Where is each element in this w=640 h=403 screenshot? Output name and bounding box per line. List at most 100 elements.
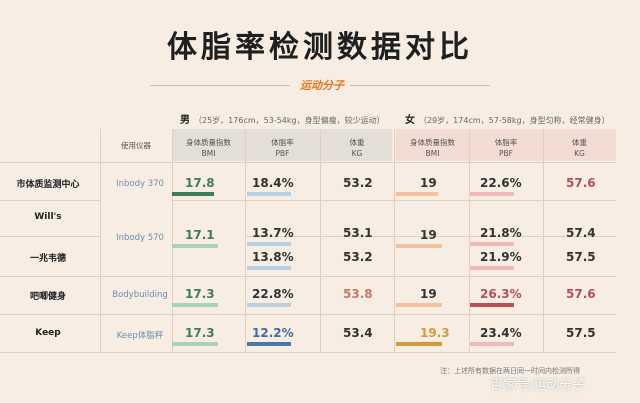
footnote: 注：上述所有数据在两日同一时间内检测所得 [440, 367, 580, 375]
header-divider [0, 162, 616, 163]
male-kg-value: 53.2 [343, 250, 373, 264]
female-label: 女 [405, 115, 415, 126]
female-bmi-value: 19 [420, 287, 437, 301]
row-label-baji: 吧唧健身 [29, 292, 66, 302]
female-desc: （29岁，174cm，57-58kg，身型匀称，经常健身） [419, 116, 610, 125]
watermark: 百家号/运动分子 [490, 378, 586, 393]
metric-header-cn: 身体质量指数 [410, 138, 455, 147]
male-pbf-value: 12.2% [252, 326, 294, 340]
female-bmi-value: 19 [420, 176, 437, 190]
female-bmi-bar [396, 192, 438, 196]
page-title: 体脂率检测数据对比 [167, 30, 473, 65]
male-bmi-value: 17.3 [185, 287, 215, 301]
female-bmi-value: 19.3 [420, 326, 450, 340]
male-pbf-value: 18.4% [252, 176, 294, 190]
row-divider [0, 352, 616, 353]
col-divider [394, 129, 395, 352]
row-divider [0, 200, 100, 201]
male-bmi-bar [172, 192, 214, 196]
female-bmi-bar [396, 342, 442, 346]
male-bmi-bar [172, 244, 218, 248]
row-divider [245, 236, 616, 237]
female-bmi-bar [396, 303, 442, 307]
male-pbf-bar [247, 266, 291, 270]
row-label-wills: Will's [34, 212, 62, 222]
male-kg-value: 53.1 [343, 226, 373, 240]
col-divider [172, 129, 173, 352]
instrument-bodybuilding: Bodybuilding [112, 290, 168, 300]
row-divider [0, 236, 100, 237]
metric-header-en: BMI [425, 149, 440, 158]
male-pbf-value: 13.7% [252, 226, 294, 240]
male-bmi-bar [172, 303, 218, 307]
row-label-city-center: 市体质监测中心 [16, 180, 80, 190]
title-rule-left [150, 85, 290, 86]
male-pbf-bar [247, 192, 291, 196]
instrument-inbody-370: Inbody 370 [116, 179, 164, 189]
female-pbf-bar [470, 303, 514, 307]
col-divider [469, 129, 470, 352]
male-metric-header: 身体质量指数 BMI [172, 137, 245, 159]
male-pbf-bar [247, 342, 291, 346]
female-group-header: 女 （29岁，174cm，57-58kg，身型匀称，经常健身） [405, 111, 610, 126]
male-desc: （25岁，176cm，53-54kg，身型偏瘦，较少运动） [194, 116, 385, 125]
female-pbf-value: 23.4% [480, 326, 522, 340]
row-divider [0, 314, 616, 315]
male-kg-value: 53.4 [343, 326, 373, 340]
female-bmi-value: 19 [420, 228, 437, 242]
metric-header-cn: 体脂率 [271, 138, 294, 147]
title-rule-right [350, 85, 490, 86]
male-bmi-bar [172, 342, 218, 346]
metric-header-en: PBF [275, 149, 290, 158]
female-bmi-bar [396, 244, 442, 248]
female-kg-value: 57.5 [566, 250, 596, 264]
female-metric-header: 体重 KG [543, 137, 616, 159]
metric-header-en: BMI [201, 149, 216, 158]
female-pbf-bar [470, 266, 514, 270]
female-kg-value: 57.4 [566, 226, 596, 240]
metric-header-cn: 体脂率 [494, 138, 518, 147]
female-kg-value: 57.5 [566, 326, 596, 340]
female-kg-value: 57.6 [566, 287, 596, 301]
female-pbf-value: 21.9% [480, 250, 522, 264]
male-metric-header: 体脂率 PBF [245, 137, 320, 159]
male-pbf-bar [247, 242, 291, 246]
female-pbf-bar [470, 242, 514, 246]
metric-header-cn: 体重 [349, 138, 365, 147]
male-kg-value: 53.8 [343, 287, 373, 301]
female-metric-header: 身体质量指数 BMI [396, 137, 469, 159]
male-pbf-value: 22.8% [252, 287, 294, 301]
female-kg-value: 57.6 [566, 176, 596, 190]
male-label: 男 [180, 115, 190, 126]
male-pbf-bar [247, 303, 291, 307]
metric-header-en: KG [574, 149, 585, 158]
instrument-header: 使用仪器 [121, 141, 151, 150]
female-pbf-value: 21.8% [480, 226, 522, 240]
brand-logo: 运动分子 [300, 79, 344, 92]
male-group-header: 男 （25岁，176cm，53-54kg，身型偏瘦，较少运动） [180, 111, 385, 126]
male-pbf-value: 13.8% [252, 250, 294, 264]
row-label-keep: Keep [35, 328, 61, 338]
male-header-bar [172, 129, 392, 161]
female-header-bar [396, 129, 616, 161]
female-metric-header: 体脂率 PBF [469, 137, 543, 159]
instrument-keep-scale: Keep体脂秤 [116, 331, 164, 341]
male-bmi-value: 17.1 [185, 228, 215, 242]
male-bmi-value: 17.3 [185, 326, 215, 340]
metric-header-en: PBF [499, 149, 513, 158]
col-divider [245, 129, 246, 352]
instrument-inbody-570: Inbody 570 [116, 233, 164, 243]
male-bmi-value: 17.8 [185, 176, 215, 190]
male-kg-value: 53.2 [343, 176, 373, 190]
metric-header-en: KG [351, 149, 363, 158]
female-pbf-value: 22.6% [480, 176, 522, 190]
female-pbf-bar [470, 192, 514, 196]
metric-header-cn: 体重 [572, 138, 587, 147]
col-divider [100, 129, 101, 352]
metric-header-cn: 身体质量指数 [186, 138, 231, 147]
col-divider [543, 129, 544, 352]
male-metric-header: 体重 KG [320, 137, 394, 159]
col-divider [320, 129, 321, 352]
row-label-yizhaoweide: 一兆韦德 [29, 254, 66, 264]
row-divider [0, 276, 616, 277]
